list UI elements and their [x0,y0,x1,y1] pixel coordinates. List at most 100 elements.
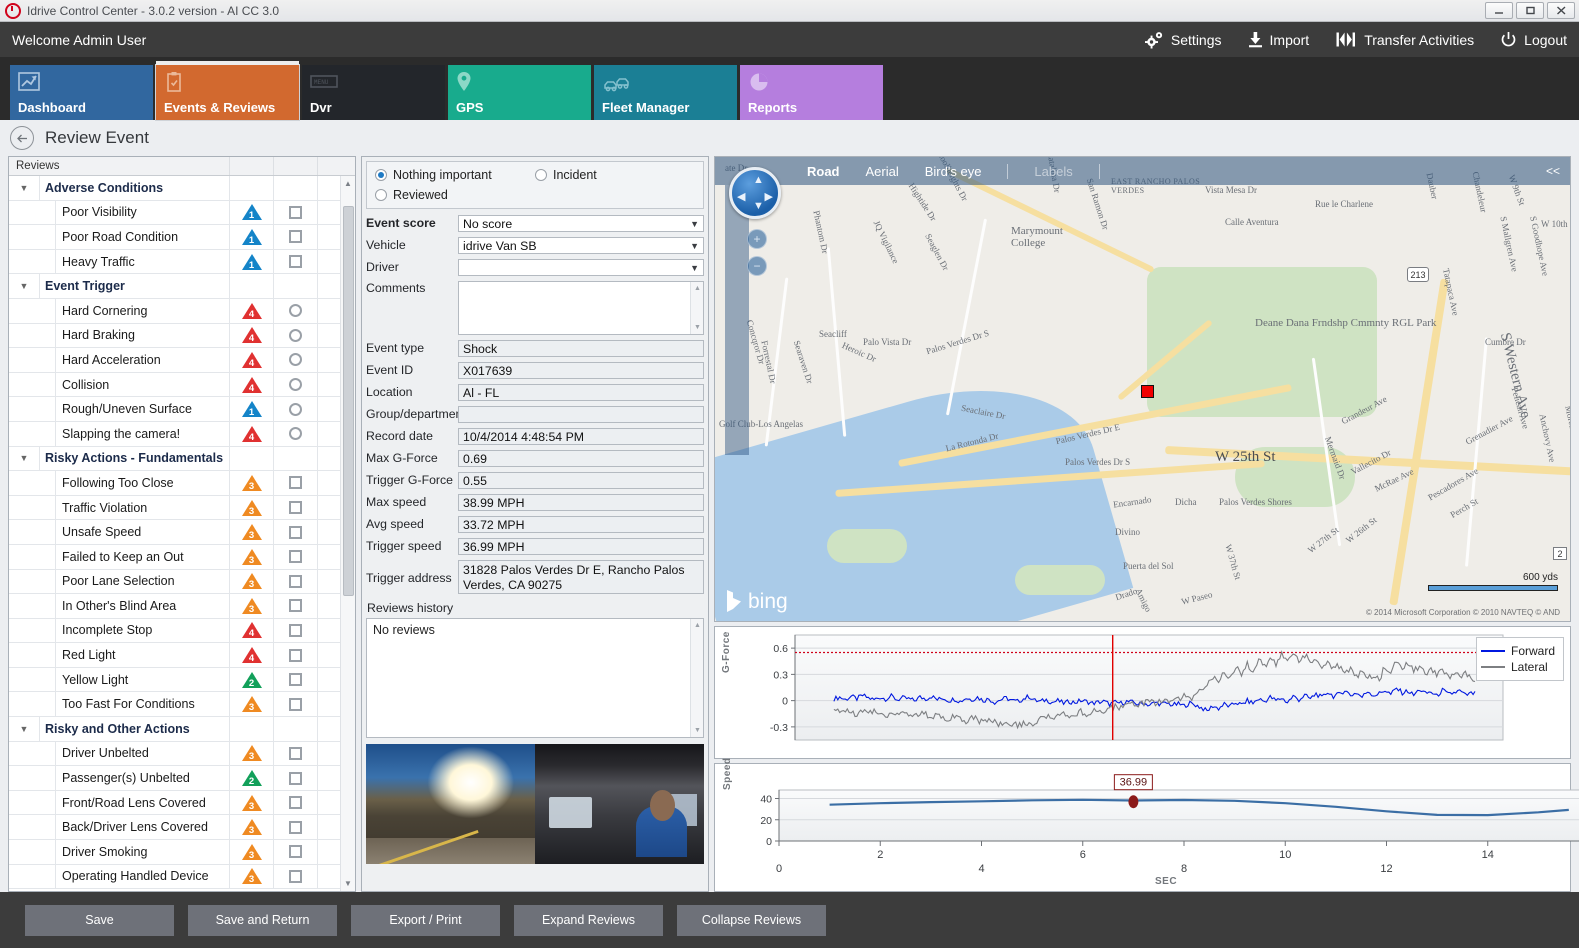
review-checkbox[interactable] [289,869,302,883]
field-select[interactable]: idrive Van SB ▼ [458,237,704,254]
review-checkbox[interactable] [289,746,302,760]
select-cell[interactable] [273,790,317,815]
select-cell[interactable] [273,692,317,717]
chevron-down-icon[interactable]: ▼ [690,240,699,251]
review-item-row[interactable]: Yellow Light 2 [9,667,355,693]
maximize-button[interactable] [1516,2,1544,19]
select-cell[interactable] [273,864,317,889]
review-item-row[interactable]: Rough/Uneven Surface 1 [9,397,355,422]
review-item-row[interactable]: Collision 4 [9,372,355,398]
map-collapse-button[interactable]: << [1545,164,1560,178]
footer-button-export-print[interactable]: Export / Print [351,904,500,936]
review-item-row[interactable]: Back/Driver Lens Covered 3 [9,815,355,841]
minimize-button[interactable] [1485,2,1513,19]
select-cell[interactable] [273,766,317,790]
select-cell[interactable] [273,225,317,249]
review-radio[interactable] [289,427,302,441]
review-radio[interactable] [289,402,302,416]
comments-textarea[interactable]: ▲ ▼ [458,281,704,335]
close-button[interactable] [1547,2,1575,19]
review-item-row[interactable]: Hard Acceleration 4 [9,348,355,373]
review-checkbox[interactable] [289,771,302,785]
review-item-row[interactable]: Front/Road Lens Covered 3 [9,790,355,816]
select-cell[interactable] [273,741,317,766]
review-checkbox[interactable] [289,525,302,539]
radio-incident[interactable]: Incident [535,168,695,182]
chevron-down-icon[interactable]: ▼ [19,453,29,464]
map-mode-aerial[interactable]: Aerial [865,163,899,179]
review-checkbox[interactable] [289,623,302,637]
select-cell[interactable] [273,840,317,864]
review-checkbox[interactable] [289,599,302,613]
review-radio[interactable] [289,304,302,318]
review-checkbox[interactable] [289,205,302,219]
map-zoom-track[interactable] [725,185,749,455]
review-checkbox[interactable] [289,796,302,810]
select-cell[interactable] [273,348,317,372]
chevron-down-icon[interactable]: ▼ [690,262,699,273]
review-item-row[interactable]: In Other's Blind Area 3 [9,594,355,619]
review-group-row[interactable]: ▼ Event Trigger [9,274,355,299]
select-cell[interactable] [273,618,317,643]
review-item-row[interactable]: Unsafe Speed 3 [9,520,355,545]
event-location-marker[interactable] [1141,385,1154,398]
footer-button-save-and-return[interactable]: Save and Return [188,904,337,936]
footer-button-collapse-reviews[interactable]: Collapse Reviews [677,904,826,936]
settings-button[interactable]: Settings [1144,31,1222,49]
textarea-scrollbar[interactable]: ▲ ▼ [690,282,703,334]
review-item-row[interactable]: Driver Smoking 3 [9,840,355,865]
review-item-row[interactable]: Red Light 4 [9,643,355,668]
review-checkbox[interactable] [289,697,302,711]
road-camera-thumbnail[interactable] [366,744,535,864]
review-checkbox[interactable] [289,230,302,244]
select-cell[interactable] [273,397,317,421]
review-checkbox[interactable] [289,255,302,269]
select-cell[interactable] [273,495,317,520]
radio-nothing-important[interactable]: Nothing important [375,168,535,182]
reviews-history-scrollbar[interactable]: ▲ ▼ [690,619,703,737]
review-checkbox[interactable] [289,820,302,834]
chevron-down-icon[interactable]: ▼ [19,723,29,734]
chevron-down-icon[interactable]: ▼ [690,218,699,229]
field-select[interactable]: No score ▼ [458,215,704,232]
review-item-row[interactable]: Slapping the camera! 4 [9,421,355,447]
footer-button-expand-reviews[interactable]: Expand Reviews [514,904,663,936]
review-item-row[interactable]: Hard Braking 4 [9,323,355,349]
scrollbar-thumb[interactable] [343,206,354,596]
pan-down-icon[interactable]: ▼ [753,200,764,212]
footer-button-save[interactable]: Save [25,904,174,936]
nav-tile-reports[interactable]: Reports [740,65,883,120]
review-item-row[interactable]: Too Fast For Conditions 3 [9,692,355,718]
field-select[interactable]: ▼ [458,259,704,276]
review-item-row[interactable]: Hard Cornering 4 [9,298,355,324]
review-group-row[interactable]: ▼ Risky Actions - Fundamentals [9,446,355,472]
review-radio[interactable] [289,353,302,367]
nav-tile-events-reviews[interactable]: Events & Reviews [155,61,300,121]
zoom-out-button[interactable]: − [747,256,767,276]
review-item-row[interactable]: Poor Visibility 1 [9,200,355,226]
nav-tile-gps[interactable]: GPS [448,65,591,120]
select-cell[interactable] [273,421,317,446]
map-mode-road[interactable]: Road [807,163,840,179]
review-item-row[interactable]: Traffic Violation 3 [9,495,355,521]
map-pan-control[interactable]: ▲ ▼ ◀ ▶ [729,167,781,219]
select-cell[interactable] [273,372,317,397]
select-cell[interactable] [273,667,317,692]
chevron-down-icon[interactable]: ▼ [19,281,29,292]
select-cell[interactable] [273,544,317,569]
transfer-activities-button[interactable]: Transfer Activities [1335,31,1474,48]
review-checkbox[interactable] [289,648,302,662]
reviews-scrollbar[interactable]: ▲ ▼ [340,176,355,891]
map-mode-birds-eye[interactable]: Bird's eye [924,163,982,179]
event-map[interactable]: Concqror Dr Forrestal Dr Searaven Dr Pha… [714,156,1571,622]
review-item-row[interactable]: Poor Road Condition 1 [9,225,355,250]
import-button[interactable]: Import [1248,31,1309,48]
review-group-row[interactable]: ▼ Adverse Conditions [9,176,355,201]
select-cell[interactable] [273,520,317,544]
review-group-row[interactable]: ▼ Risky and Other Actions [9,717,355,742]
pan-up-icon[interactable]: ▲ [753,174,764,186]
select-cell[interactable] [273,594,317,618]
select-cell[interactable] [273,323,317,348]
pan-right-icon[interactable]: ▶ [764,191,773,203]
zoom-in-button[interactable]: + [747,229,767,249]
